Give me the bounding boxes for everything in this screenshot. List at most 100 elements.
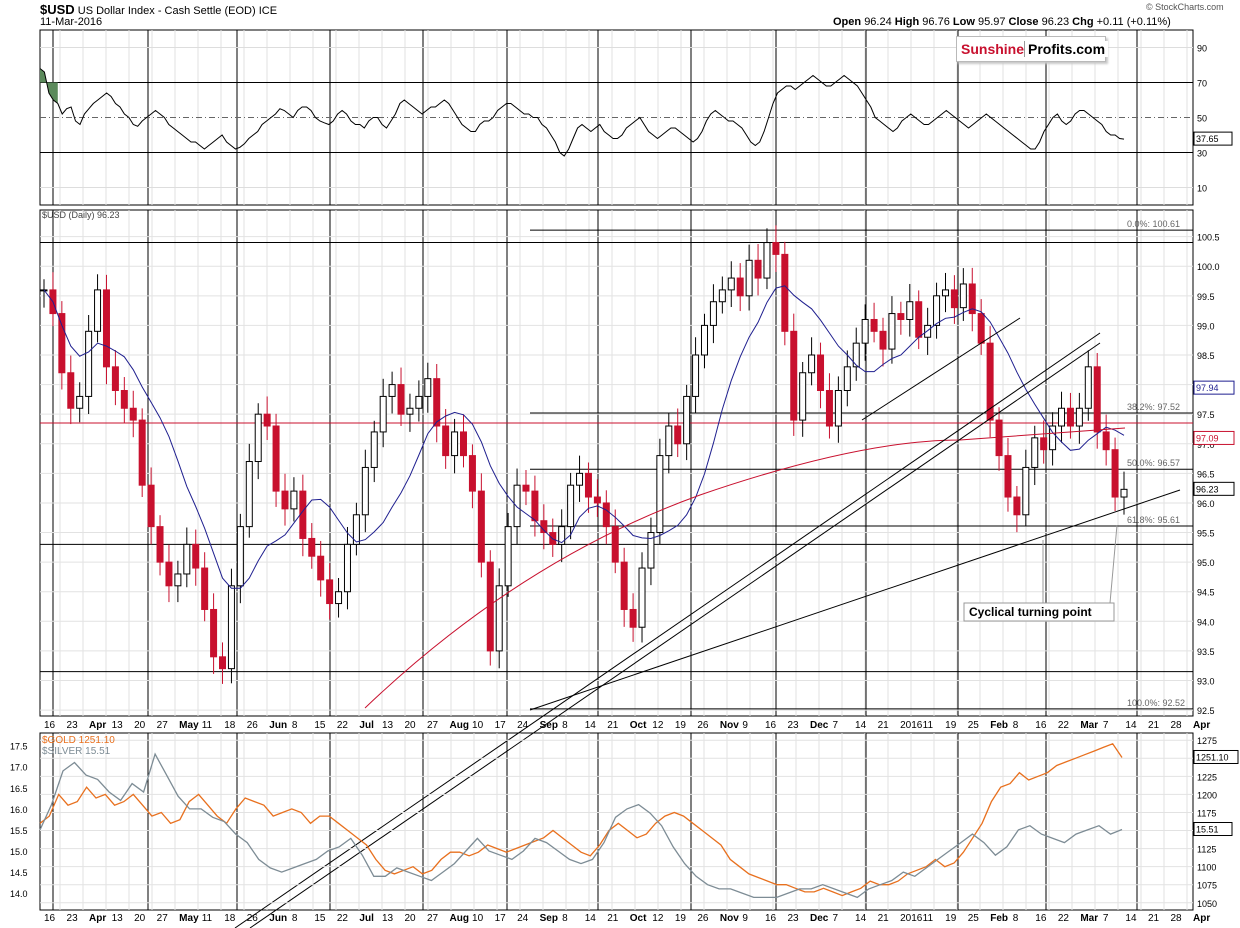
x-tick-label: 14	[855, 720, 867, 731]
candle-body	[531, 490, 539, 522]
candle-body	[174, 573, 182, 587]
candle-body	[201, 567, 209, 610]
price-tick-label: 95.5	[1197, 529, 1215, 539]
x-tick-label: 28	[1170, 720, 1182, 731]
candle-body	[763, 242, 771, 279]
candle-body	[111, 366, 119, 392]
gs-x-tick-label: 23	[67, 913, 79, 924]
gs-left-tick: 17.0	[10, 763, 28, 773]
candle-body	[772, 242, 780, 255]
ma200-line	[364, 427, 1126, 709]
candle-body	[308, 537, 316, 557]
x-tick-label: 23	[67, 720, 79, 731]
candle-body	[245, 461, 253, 528]
gs-x-tick-label: Dec	[810, 913, 829, 924]
candle-body	[138, 419, 146, 486]
candle-body	[317, 555, 325, 581]
price-tick-label: 94.0	[1197, 617, 1215, 627]
gs-x-tick-label: 14	[1125, 913, 1137, 924]
candle-body	[683, 395, 691, 445]
x-tick-label: 12	[652, 720, 664, 731]
x-tick-label: 13	[382, 720, 394, 731]
gs-x-tick-label: 17	[495, 913, 507, 924]
gs-left-tick: 16.0	[10, 805, 28, 815]
candle-body	[290, 490, 298, 510]
gs-x-tick-label: 7	[1103, 913, 1109, 924]
candle-body	[361, 466, 369, 516]
candle-body	[861, 318, 869, 344]
rsi-line	[39, 68, 1125, 157]
gs-x-tick-label: 19	[945, 913, 957, 924]
gs-left-tick: 16.5	[10, 784, 28, 794]
rsi-tick-label: 30	[1197, 149, 1207, 159]
gs-x-tick-label: 7	[833, 913, 839, 924]
candle-body	[977, 313, 985, 344]
gs-x-tick-label: 16	[765, 913, 777, 924]
candle-body	[1004, 455, 1012, 498]
chg-label: Chg	[1072, 16, 1094, 28]
x-tick-label: Oct	[630, 720, 647, 731]
x-tick-label: 8	[1013, 720, 1019, 731]
gold-last-label: 1251.10	[1196, 752, 1229, 762]
rsi-tick-label: 50	[1197, 114, 1207, 124]
candle-body	[156, 526, 164, 563]
gs-x-tick-label: Apr	[1193, 913, 1210, 924]
price-legend: $USD (Daily) 96.23	[42, 210, 120, 220]
candle-body	[263, 413, 271, 427]
gs-x-tick-label: 21	[607, 913, 619, 924]
candle-body	[192, 543, 200, 569]
gs-x-tick-label: 20	[134, 913, 146, 924]
x-tick-label: 26	[247, 720, 259, 731]
x-tick-label: 21	[607, 720, 619, 731]
price-badge-label: 96.23	[1196, 484, 1219, 494]
price-tick-label: 99.0	[1197, 321, 1215, 331]
x-tick-label: 22	[1058, 720, 1070, 731]
exchange: ICE	[258, 5, 278, 17]
gs-x-tick-label: 12	[652, 913, 664, 924]
gs-x-tick-label: Nov	[720, 913, 739, 924]
x-tick-label: Dec	[810, 720, 829, 731]
candle-body	[504, 526, 512, 587]
gs-x-tick-label: Apr	[89, 913, 106, 924]
candle-body	[1013, 496, 1021, 516]
x-tick-label: 27	[427, 720, 439, 731]
candle-body	[709, 301, 717, 326]
candle-body	[745, 259, 753, 297]
candle-body	[1058, 407, 1066, 427]
annotation-text: Cyclical turning point	[969, 605, 1092, 619]
candle-body	[879, 330, 887, 350]
x-tick-label: 24	[517, 720, 529, 731]
x-tick-label: 22	[337, 720, 349, 731]
gold-silver-panel	[39, 732, 1194, 911]
candle-body	[352, 514, 360, 545]
candle-body	[272, 425, 280, 492]
candle-body	[558, 526, 566, 545]
high-value: 96.76	[922, 16, 950, 28]
brand-part2: Profits.com	[1024, 41, 1109, 57]
gs-x-tick-label: 26	[247, 913, 259, 924]
x-tick-label: 11	[923, 720, 934, 731]
silver-legend: $SILVER 15.51	[42, 746, 111, 757]
candle-body	[1040, 437, 1048, 451]
close-label: Close	[1008, 16, 1039, 28]
candle-body	[736, 277, 744, 297]
candle-body	[665, 425, 673, 457]
price-tick-label: 93.5	[1197, 647, 1215, 657]
brand-part1: Sunshine	[961, 41, 1025, 57]
x-tick-label: Jul	[359, 720, 374, 731]
candle-body	[281, 490, 289, 510]
gs-x-tick-label: 25	[968, 913, 980, 924]
gs-x-tick-label: Jun	[269, 913, 287, 924]
open-label: Open	[833, 16, 862, 28]
candle-body	[1093, 366, 1101, 433]
gs-x-tick-label: 18	[224, 913, 236, 924]
x-tick-label: 21	[1148, 720, 1160, 731]
open-value: 96.24	[864, 16, 892, 28]
x-tick-label: 8	[562, 720, 568, 731]
gs-x-tick-label: 13	[382, 913, 394, 924]
annotation-box	[963, 602, 1115, 622]
x-tick-label: 27	[157, 720, 169, 731]
gs-x-tick-label: 27	[157, 913, 169, 924]
gs-x-tick-label: 11	[202, 913, 213, 924]
candle-body	[415, 395, 423, 409]
